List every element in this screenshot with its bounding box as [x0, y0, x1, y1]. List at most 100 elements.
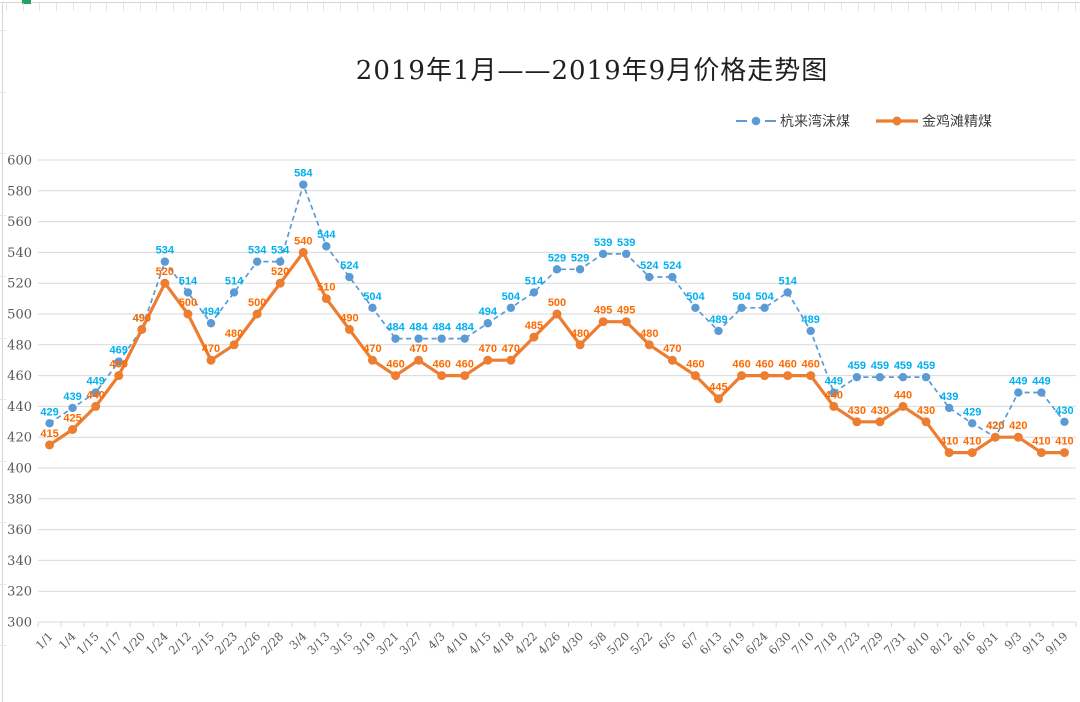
column-gridline-tick — [874, 3, 876, 11]
data-label: 520 — [156, 266, 174, 278]
y-axis-label: 300 — [7, 616, 32, 631]
x-axis-label: 1/15 — [74, 629, 102, 657]
x-axis-label: 3/13 — [304, 629, 332, 657]
data-label: 514 — [179, 275, 198, 287]
data-point-marker — [344, 324, 354, 334]
data-point-marker — [437, 334, 446, 343]
column-gridline-tick — [173, 3, 174, 11]
spreadsheet-left-gridline — [2, 2, 3, 702]
data-point-marker — [737, 303, 746, 313]
column-gridline-tick — [540, 3, 542, 11]
data-point-marker — [345, 272, 354, 282]
data-label: 410 — [1055, 436, 1073, 448]
legend-item-series-1[interactable]: 金鸡滩精煤 — [876, 111, 992, 131]
data-label: 480 — [571, 328, 589, 340]
data-point-marker — [460, 334, 469, 343]
data-label: 534 — [156, 245, 175, 257]
data-label: 504 — [686, 291, 705, 303]
y-axis-label: 560 — [7, 215, 32, 230]
x-axis-label: 3/21 — [373, 629, 401, 657]
data-point-marker — [322, 242, 331, 251]
x-axis-label: 4/30 — [558, 629, 586, 657]
data-label: 470 — [663, 343, 681, 355]
data-label: 449 — [86, 376, 104, 388]
x-axis-label: 6/13 — [696, 629, 724, 657]
data-point-marker — [829, 388, 838, 397]
data-label: 430 — [871, 405, 889, 417]
data-label: 410 — [940, 436, 958, 448]
x-axis-label: 2/26 — [235, 629, 263, 657]
x-axis-label: 7/29 — [858, 629, 886, 657]
x-axis-label: 8/31 — [973, 629, 1001, 657]
data-point-marker — [921, 372, 931, 382]
x-axis-label: 6/24 — [743, 629, 771, 657]
column-gridline-tick — [440, 3, 442, 11]
legend-item-series-0[interactable]: 杭来湾沫煤 — [736, 111, 850, 131]
data-point-marker — [45, 440, 55, 450]
chart-title: 2019年1月——2019年9月价格走势图 — [355, 56, 829, 86]
column-gridline-tick — [924, 3, 926, 11]
data-label: 504 — [363, 291, 382, 303]
data-point-marker — [299, 180, 308, 189]
data-label: 470 — [409, 343, 427, 355]
column-gridline-tick — [957, 3, 959, 11]
data-point-marker — [391, 334, 400, 343]
data-point-marker — [598, 249, 608, 259]
data-point-marker — [437, 371, 447, 381]
chart-legend: 杭来湾沫煤 金鸡滩精煤 — [736, 111, 992, 131]
data-label: 459 — [917, 360, 935, 372]
data-label: 494 — [202, 306, 221, 318]
column-gridline-tick — [406, 3, 408, 11]
data-point-marker — [875, 417, 885, 427]
data-label: 484 — [386, 322, 405, 334]
data-point-marker — [460, 371, 470, 381]
x-axis-label: 2/28 — [258, 629, 286, 657]
data-label: 484 — [456, 322, 475, 334]
data-label: 470 — [502, 343, 520, 355]
data-label: 415 — [40, 428, 58, 440]
row-gridline-tick — [0, 153, 6, 154]
data-point-marker — [1014, 388, 1023, 397]
data-point-marker — [137, 324, 147, 334]
data-label: 504 — [755, 291, 774, 303]
data-point-marker — [160, 278, 170, 288]
column-gridline-tick — [690, 3, 692, 11]
data-label: 489 — [709, 314, 727, 326]
data-label: 460 — [778, 359, 796, 371]
column-gridline-tick — [824, 3, 826, 11]
column-gridline-tick — [139, 3, 141, 11]
row-gridline-tick — [0, 399, 6, 400]
column-gridline-tick — [1008, 3, 1009, 11]
x-axis-label: 8/16 — [950, 629, 978, 657]
data-point-marker — [414, 334, 423, 343]
column-gridline-tick — [256, 3, 258, 11]
data-label: 420 — [986, 420, 1004, 432]
data-label: 460 — [686, 359, 704, 371]
x-axis-label: 5/22 — [627, 629, 655, 657]
x-axis-label: 7/10 — [789, 629, 817, 657]
data-label: 534 — [271, 245, 290, 257]
x-axis-label: 6/30 — [766, 629, 794, 657]
data-point-marker — [483, 355, 493, 365]
column-gridline-tick — [122, 3, 124, 11]
data-label: 459 — [848, 360, 866, 372]
column-gridline-tick — [273, 3, 275, 11]
data-point-marker — [875, 372, 885, 382]
data-label: 495 — [594, 305, 612, 317]
column-gridline-tick — [390, 3, 392, 11]
x-axis-label: 5/20 — [604, 629, 632, 657]
data-point-marker — [229, 288, 239, 297]
data-label: 460 — [386, 359, 404, 371]
column-gridline-tick — [239, 3, 241, 11]
data-label: 449 — [825, 376, 843, 388]
data-point-marker — [967, 448, 977, 458]
data-point-marker — [114, 371, 124, 381]
data-point-marker — [1036, 448, 1046, 458]
spreadsheet-top-gridline — [0, 2, 1080, 3]
data-point-marker — [68, 425, 78, 434]
data-label: 539 — [617, 237, 635, 249]
column-gridline-tick — [189, 3, 191, 11]
data-point-marker — [645, 272, 654, 282]
data-label: 460 — [802, 359, 820, 371]
